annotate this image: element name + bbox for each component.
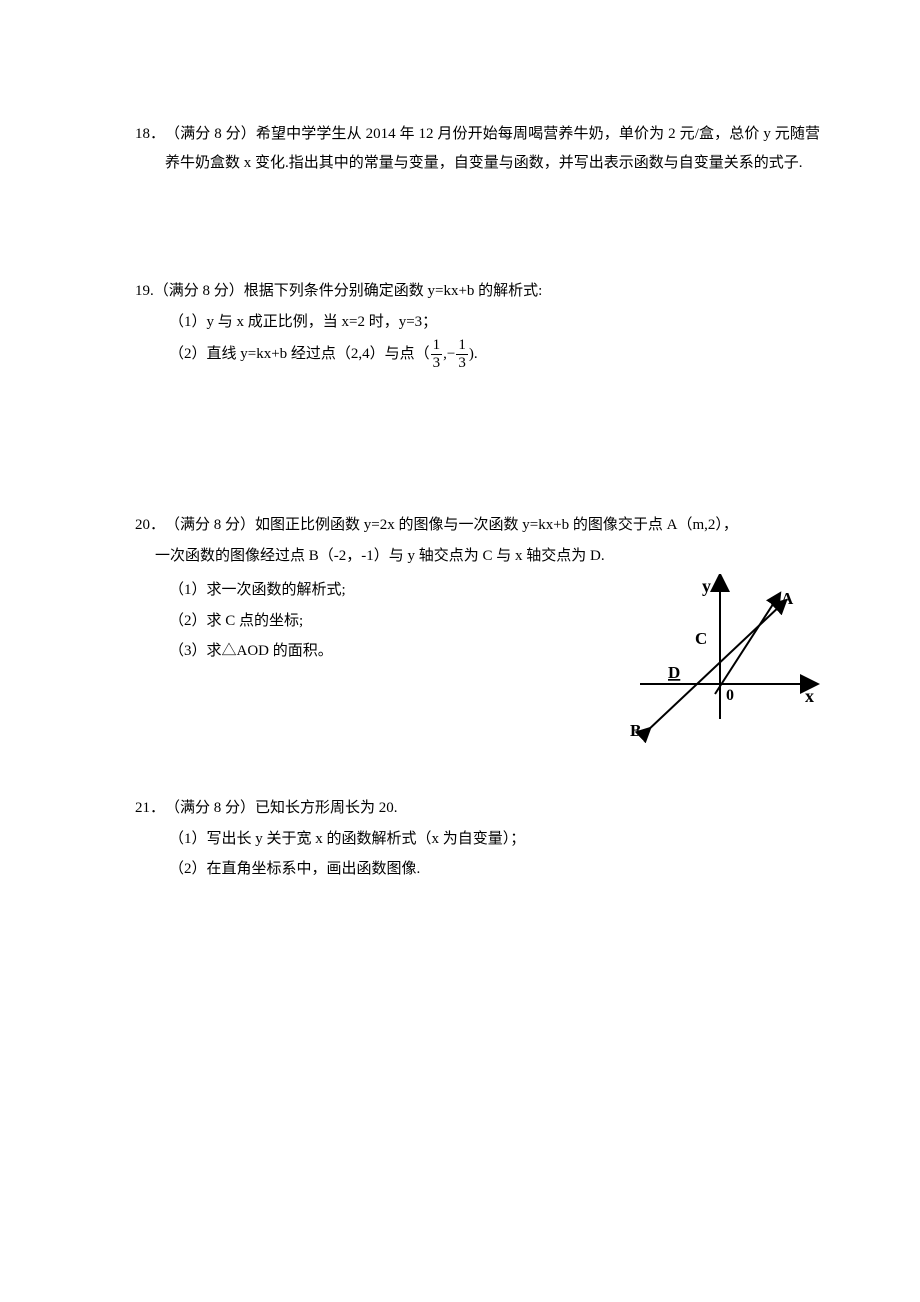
problem-18-body: （满分 8 分）希望中学学生从 2014 年 12 月份开始每周喝营养牛奶，单价… [165, 120, 820, 177]
fraction-den: 3 [456, 354, 468, 371]
problem-20-figure: y x A C D 0 B [610, 574, 820, 744]
problem-20-content: （1）求一次函数的解析式; （2）求 C 点的坐标; （3）求△AOD 的面积。 [135, 574, 820, 744]
fraction-num: 1 [456, 338, 468, 354]
problem-20-sub2: （2）求 C 点的坐标; [135, 607, 590, 636]
problem-18: 18． （满分 8 分）希望中学学生从 2014 年 12 月份开始每周喝营养牛… [135, 120, 820, 177]
problem-number: 21． [135, 794, 165, 823]
fraction-den: 3 [431, 354, 443, 371]
problem-21-sub1: （1）写出长 y 关于宽 x 的函数解析式（x 为自变量）； [135, 825, 820, 854]
problem-19-head: 19. （满分 8 分）根据下列条件分别确定函数 y=kx+b 的解析式: [135, 277, 820, 306]
problem-21-head: 21． （满分 8 分）已知长方形周长为 20. [135, 794, 820, 823]
problem-19-sub2: （2）直线 y=kx+b 经过点（2,4）与点（ 1 3 ,− 1 3 ). [135, 338, 820, 371]
fraction-1: 1 3 [431, 338, 443, 371]
problem-number: 19. [135, 277, 154, 306]
fraction-2: 1 3 [456, 338, 468, 371]
problem-score: （满分 8 分） [154, 283, 244, 299]
sub2-part-a: （2）直线 y=kx+b 经过点（2,4）与点（ [169, 340, 430, 369]
line-kxb [646, 604, 782, 732]
problem-20-head: 20． （满分 8 分）如图正比例函数 y=2x 的图像与一次函数 y=kx+b… [135, 511, 820, 540]
label-D: D [668, 663, 680, 682]
problem-19-body: （满分 8 分）根据下列条件分别确定函数 y=kx+b 的解析式: [154, 277, 820, 306]
problem-20-sub1: （1）求一次函数的解析式; [135, 576, 590, 605]
problem-score: （满分 8 分） [165, 126, 256, 142]
problem-score: （满分 8 分） [165, 517, 255, 533]
sub2-part-b: ,− [443, 340, 455, 369]
label-x: x [805, 686, 814, 706]
label-C: C [695, 629, 707, 648]
problem-20-line2: 一次函数的图像经过点 B（-2，-1）与 y 轴交点为 C 与 x 轴交点为 D… [135, 542, 820, 571]
problem-19-sub1: （1）y 与 x 成正比例，当 x=2 时，y=3； [135, 308, 820, 337]
problem-text: 希望中学学生从 2014 年 12 月份开始每周喝营养牛奶，单价为 2 元/盒，… [165, 126, 820, 171]
problem-21: 21． （满分 8 分）已知长方形周长为 20. （1）写出长 y 关于宽 x … [135, 794, 820, 884]
sub2-part-c: ). [469, 340, 478, 369]
problem-21-sub2: （2）在直角坐标系中，画出函数图像. [135, 855, 820, 884]
problem-20: 20． （满分 8 分）如图正比例函数 y=2x 的图像与一次函数 y=kx+b… [135, 511, 820, 744]
label-B: B [630, 721, 641, 740]
problem-20-sub3: （3）求△AOD 的面积。 [135, 637, 590, 666]
problem-intro: 根据下列条件分别确定函数 y=kx+b 的解析式: [244, 283, 543, 299]
problem-score: （满分 8 分） [165, 800, 255, 816]
problem-line1: 如图正比例函数 y=2x 的图像与一次函数 y=kx+b 的图像交于点 A（m,… [255, 517, 738, 533]
problem-20-body: （满分 8 分）如图正比例函数 y=2x 的图像与一次函数 y=kx+b 的图像… [165, 511, 820, 540]
label-A: A [781, 589, 794, 608]
problem-intro: 已知长方形周长为 20. [255, 800, 398, 816]
label-y: y [702, 576, 711, 596]
problem-21-body: （满分 8 分）已知长方形周长为 20. [165, 794, 820, 823]
problem-20-subs: （1）求一次函数的解析式; （2）求 C 点的坐标; （3）求△AOD 的面积。 [135, 574, 590, 666]
problem-19: 19. （满分 8 分）根据下列条件分别确定函数 y=kx+b 的解析式: （1… [135, 277, 820, 371]
line-2x [715, 598, 777, 694]
problem-18-head: 18． （满分 8 分）希望中学学生从 2014 年 12 月份开始每周喝营养牛… [135, 120, 820, 177]
problem-number: 20． [135, 511, 165, 540]
label-O: 0 [726, 687, 734, 704]
fraction-num: 1 [431, 338, 443, 354]
problem-number: 18． [135, 120, 165, 149]
